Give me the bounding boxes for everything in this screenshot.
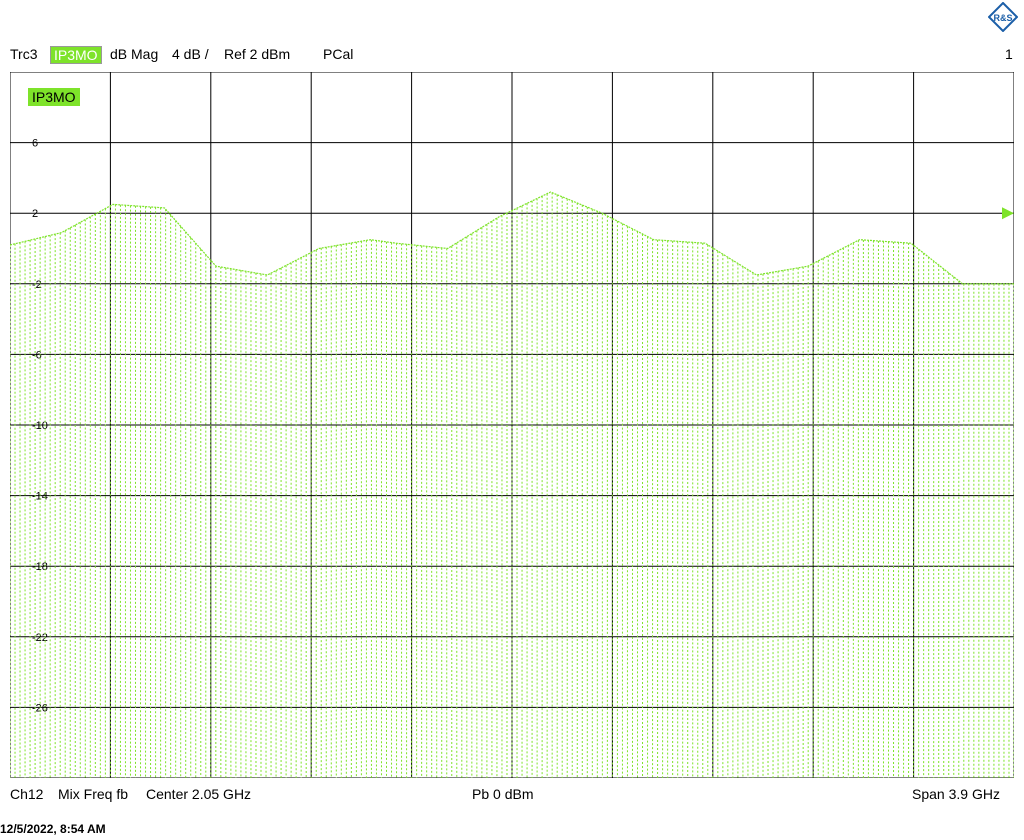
trace-data	[10, 191, 1014, 778]
trace-header: Trc3 IP3MO dB Mag 4 dB / Ref 2 dBm PCal …	[0, 44, 1024, 66]
footer-sweep: Mix Freq fb	[58, 786, 129, 802]
y-tick-label: -2	[32, 279, 42, 291]
y-tick-label: -26	[32, 702, 48, 714]
y-tick-label: -14	[32, 491, 48, 503]
footer-span: Span 3.9 GHz	[912, 786, 1000, 802]
trace-label-box	[28, 88, 80, 106]
scale-label[interactable]: 4 dB /	[172, 46, 209, 62]
svg-text:R&S: R&S	[993, 13, 1012, 23]
rohde-schwarz-logo-icon: R&S	[988, 2, 1018, 32]
y-tick-label: 6	[32, 138, 38, 150]
trace-id[interactable]: Trc3	[10, 46, 38, 62]
footer-center: Center 2.05 GHz	[146, 786, 252, 802]
footer-channel: Ch12	[10, 786, 44, 802]
timestamp: 12/5/2022, 8:54 AM	[0, 822, 106, 836]
y-tick-label: -6	[32, 349, 42, 361]
ref-level-marker	[1002, 207, 1014, 220]
y-tick-label: 2	[32, 208, 38, 220]
format-label[interactable]: dB Mag	[110, 46, 159, 62]
footer-power: Pb 0 dBm	[472, 786, 534, 802]
trace-label: IP3MO	[32, 89, 76, 105]
cal-label: PCal	[323, 46, 354, 62]
channel-index: 1	[1005, 46, 1013, 62]
ref-level-label[interactable]: Ref 2 dBm	[224, 46, 291, 62]
trace-name-tag[interactable]: IP3MO	[50, 46, 102, 64]
trace-line	[10, 191, 1014, 285]
trace-plot: 62-2-6-10-14-18-22-26 IP3MO	[10, 72, 1014, 778]
